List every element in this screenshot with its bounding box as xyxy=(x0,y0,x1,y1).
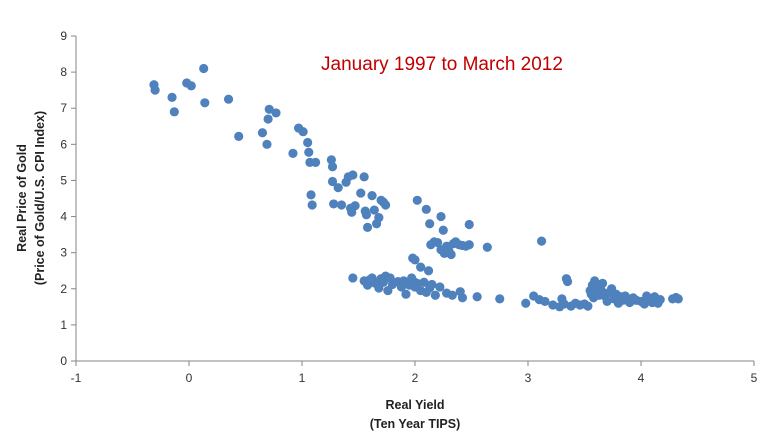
data-point xyxy=(447,290,457,300)
data-point xyxy=(583,301,593,311)
data-point xyxy=(298,127,308,137)
data-point xyxy=(427,279,437,290)
data-point xyxy=(521,298,531,308)
data-point xyxy=(327,162,338,172)
data-point xyxy=(464,240,474,250)
y-tick-label: 4 xyxy=(60,210,67,224)
data-point xyxy=(457,293,468,303)
data-point xyxy=(333,183,343,193)
data-point xyxy=(199,63,209,74)
data-point xyxy=(419,277,429,287)
data-point xyxy=(436,211,446,222)
data-point xyxy=(262,139,272,149)
data-point xyxy=(472,292,482,302)
data-point xyxy=(433,237,443,248)
y-tick-label: 1 xyxy=(60,318,67,332)
y-tick-label: 6 xyxy=(60,137,67,151)
data-point xyxy=(310,157,321,167)
y-axis-title-line-1: Real Price of Gold xyxy=(15,144,29,252)
data-point xyxy=(223,94,234,104)
data-point xyxy=(381,200,391,210)
data-point xyxy=(540,296,550,307)
data-point xyxy=(306,190,316,200)
data-point xyxy=(336,200,347,210)
data-point xyxy=(374,213,384,223)
data-point xyxy=(348,170,358,180)
x-tick-label: 5 xyxy=(751,371,758,385)
data-point xyxy=(307,200,317,210)
data-point xyxy=(423,266,434,276)
x-tick-label: -1 xyxy=(71,371,82,385)
data-point xyxy=(412,195,422,205)
data-point xyxy=(673,294,683,304)
data-point xyxy=(350,201,360,211)
x-tick-label: 4 xyxy=(638,371,645,385)
data-point xyxy=(536,236,547,246)
y-tick-label: 7 xyxy=(60,101,67,115)
chart-title: January 1997 to March 2012 xyxy=(321,54,563,75)
data-point xyxy=(264,104,274,114)
data-point xyxy=(169,107,179,117)
data-point xyxy=(257,128,268,138)
data-point xyxy=(329,199,339,209)
data-point xyxy=(271,108,281,118)
x-axis-title-line-1: Real Yield xyxy=(385,398,444,412)
data-point xyxy=(562,276,573,287)
data-point xyxy=(359,172,369,182)
data-point xyxy=(412,278,422,288)
data-point xyxy=(288,148,298,158)
data-point xyxy=(425,219,435,229)
data-point xyxy=(303,137,313,148)
y-axis-title-line-2: (Price of Gold/U.S. CPI Index) xyxy=(33,111,47,285)
data-point xyxy=(430,290,440,300)
data-point xyxy=(200,98,210,108)
x-tick-label: 3 xyxy=(525,371,532,385)
data-point xyxy=(326,155,336,165)
data-point xyxy=(186,81,196,91)
data-points xyxy=(149,63,683,312)
data-point xyxy=(464,219,474,230)
x-tick-label: 0 xyxy=(186,371,193,385)
data-point xyxy=(597,278,608,288)
data-point xyxy=(495,294,505,304)
y-tick-label: 8 xyxy=(60,65,67,79)
data-point xyxy=(356,188,366,198)
y-tick-label: 9 xyxy=(60,29,67,43)
data-point xyxy=(401,289,411,299)
data-point xyxy=(482,242,492,252)
data-point xyxy=(416,262,426,272)
data-point xyxy=(410,255,420,265)
y-tick-label: 3 xyxy=(60,246,67,260)
y-axis-title: Real Price of Gold (Price of Gold/U.S. C… xyxy=(15,111,47,285)
data-point xyxy=(327,176,338,187)
data-point xyxy=(367,191,377,201)
y-tick-label: 0 xyxy=(60,354,67,368)
data-point xyxy=(421,204,431,214)
y-tick-label: 2 xyxy=(60,282,67,296)
x-axis-title: Real Yield (Ten Year TIPS) xyxy=(370,398,461,431)
x-axis-title-line-2: (Ten Year TIPS) xyxy=(370,417,461,431)
data-point xyxy=(234,131,244,141)
data-point xyxy=(361,210,372,220)
data-point xyxy=(167,92,177,102)
y-tick-label: 5 xyxy=(60,173,67,187)
data-point xyxy=(263,114,273,124)
y-ticks: 0 1 2 3 4 5 6 7 8 9 xyxy=(60,29,76,368)
data-point xyxy=(438,225,448,235)
data-point xyxy=(369,205,379,215)
x-ticks: -1 0 1 2 3 4 5 xyxy=(71,361,758,385)
data-point xyxy=(446,249,456,260)
data-point xyxy=(435,282,445,292)
data-point xyxy=(655,295,665,305)
data-point xyxy=(348,273,358,283)
data-point xyxy=(362,222,373,232)
data-point xyxy=(304,147,314,157)
x-tick-label: 2 xyxy=(412,371,419,385)
x-tick-label: 1 xyxy=(299,371,306,385)
data-point xyxy=(150,85,160,95)
